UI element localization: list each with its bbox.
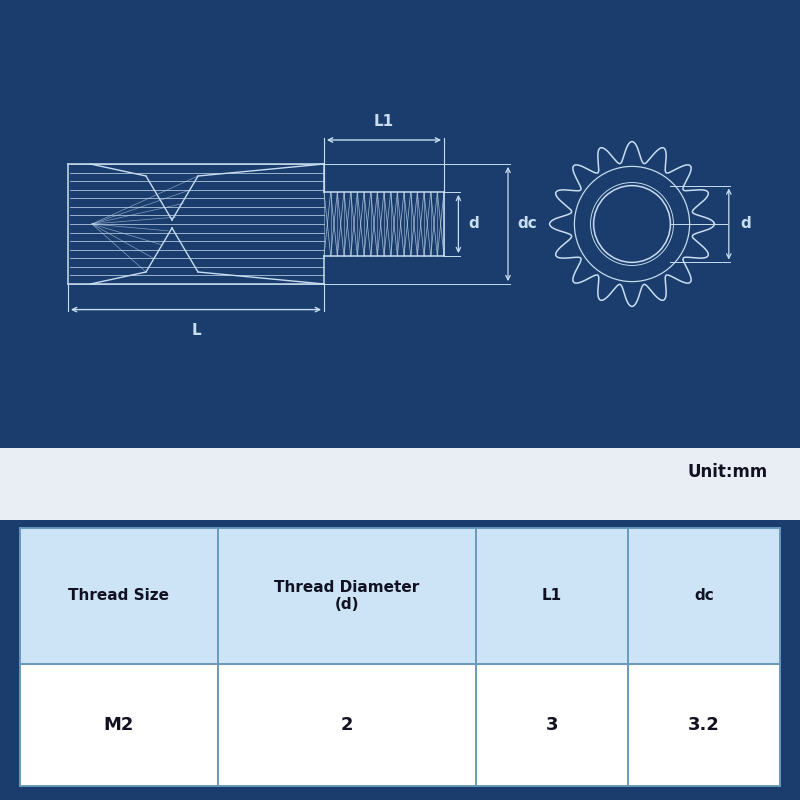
Bar	[0, 448, 800, 520]
Bar	[20, 664, 780, 786]
Text: L: L	[191, 323, 201, 338]
Text: dc: dc	[694, 589, 714, 603]
Text: M2: M2	[104, 716, 134, 734]
Text: Thread Diameter
(d): Thread Diameter (d)	[274, 580, 419, 612]
Text: d: d	[740, 217, 750, 231]
Text: d: d	[468, 217, 478, 231]
Text: L1: L1	[542, 589, 562, 603]
Text: 2: 2	[341, 716, 353, 734]
Text: Unit:mm: Unit:mm	[688, 463, 768, 481]
Text: 3.2: 3.2	[688, 716, 720, 734]
Bar	[20, 528, 780, 664]
Text: L1: L1	[374, 114, 394, 129]
Text: dc: dc	[518, 217, 538, 231]
Text: 3: 3	[546, 716, 558, 734]
Text: Thread Size: Thread Size	[68, 589, 170, 603]
